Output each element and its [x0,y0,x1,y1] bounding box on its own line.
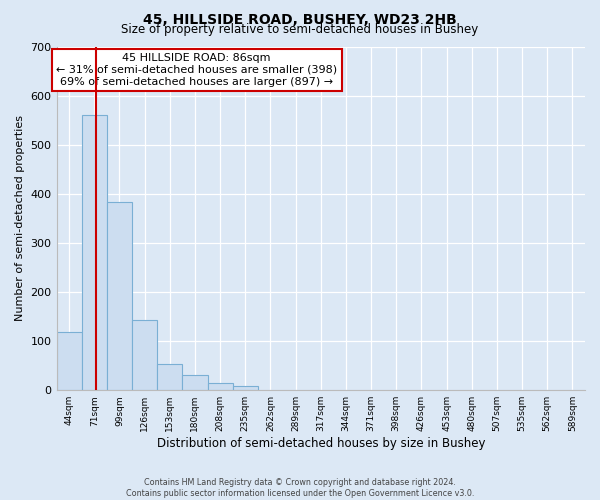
Y-axis label: Number of semi-detached properties: Number of semi-detached properties [15,116,25,322]
Text: Size of property relative to semi-detached houses in Bushey: Size of property relative to semi-detach… [121,22,479,36]
Bar [182,375,208,390]
Text: Contains HM Land Registry data © Crown copyright and database right 2024.
Contai: Contains HM Land Registry data © Crown c… [126,478,474,498]
Bar [107,202,132,390]
Bar [56,332,82,390]
Text: 45, HILLSIDE ROAD, BUSHEY, WD23 2HB: 45, HILLSIDE ROAD, BUSHEY, WD23 2HB [143,12,457,26]
Bar [82,115,107,390]
X-axis label: Distribution of semi-detached houses by size in Bushey: Distribution of semi-detached houses by … [157,437,485,450]
Bar [157,364,182,390]
Bar [132,320,157,390]
Text: 45 HILLSIDE ROAD: 86sqm
← 31% of semi-detached houses are smaller (398)
69% of s: 45 HILLSIDE ROAD: 86sqm ← 31% of semi-de… [56,54,337,86]
Bar [233,386,258,390]
Bar [208,384,233,390]
